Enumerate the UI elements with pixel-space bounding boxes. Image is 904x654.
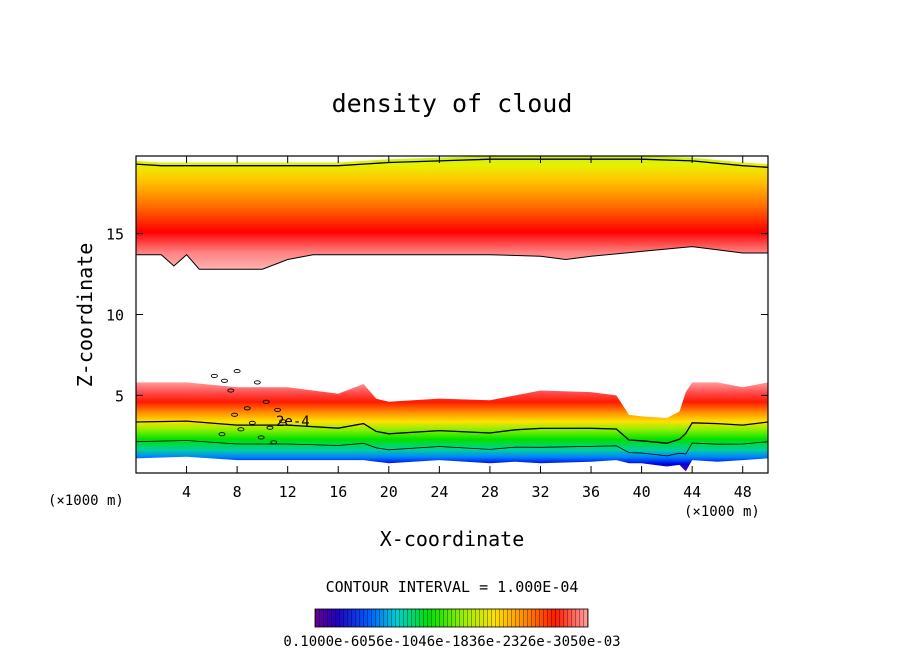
x-tick-label: 16 [329, 483, 347, 501]
x-axis-label: X-coordinate [380, 527, 525, 551]
x-tick-label: 32 [531, 483, 549, 501]
contour-label: 2e-4 [276, 414, 310, 430]
colorbar-labels: 0.1000e-6056e-1046e-1836e-2326e-3050e-03 [283, 634, 620, 650]
contour-cell [227, 388, 235, 393]
contour-cell [257, 435, 265, 440]
x-tick-label: 12 [279, 483, 297, 501]
x-tick-label: 36 [582, 483, 600, 501]
x-axis-unit: (×1000 m) [684, 504, 760, 520]
y-tick-label: 15 [106, 226, 124, 244]
x-tick-label: 28 [481, 483, 499, 501]
x-tick-label: 40 [633, 483, 651, 501]
lower-layer-contour [136, 420, 768, 444]
x-tick-label: 8 [233, 483, 242, 501]
contour-cell [233, 369, 241, 374]
contour-cell [210, 373, 218, 379]
chart-title: density of cloud [332, 89, 573, 118]
x-tick-label: 48 [734, 483, 752, 501]
contour-cell [270, 440, 278, 445]
plot-area [136, 156, 768, 472]
contour-cell [266, 425, 274, 430]
contour-cell [248, 420, 256, 425]
contour-interval: CONTOUR INTERVAL = 1.000E-04 [326, 578, 579, 596]
contour-cell [262, 399, 270, 404]
convective-cell-contours [210, 369, 287, 445]
y-tick-label: 10 [106, 307, 124, 325]
lower-layer-contour-secondary [136, 440, 768, 457]
y-axis-unit: (×1000 m) [48, 493, 124, 509]
y-tick-label: 5 [115, 387, 124, 405]
contour-cell [253, 380, 261, 385]
contour-cell [218, 432, 226, 437]
x-tick-label: 4 [182, 483, 191, 501]
lower-cloud-layer [136, 382, 768, 472]
colorbar-divisions [314, 608, 589, 628]
x-tick-label: 44 [683, 483, 701, 501]
contour-cell [274, 407, 282, 412]
upper-layer-contour-top [136, 158, 768, 168]
contour-cell [237, 427, 245, 432]
contour-cell [231, 412, 239, 417]
x-tick-label: 24 [430, 483, 448, 501]
contour-cell [221, 378, 228, 383]
y-axis-ticks: 5 10 15 [106, 226, 768, 405]
x-axis-ticks: 4 8 12 16 20 24 28 32 36 40 44 48 [182, 156, 752, 501]
x-tick-label: 20 [380, 483, 398, 501]
contour-cell [279, 419, 287, 424]
upper-cloud-layer [136, 156, 768, 270]
y-axis-label: Z-coordinate [73, 243, 97, 388]
upper-layer-contour-bottom [136, 246, 768, 270]
contour-cell [243, 406, 251, 411]
